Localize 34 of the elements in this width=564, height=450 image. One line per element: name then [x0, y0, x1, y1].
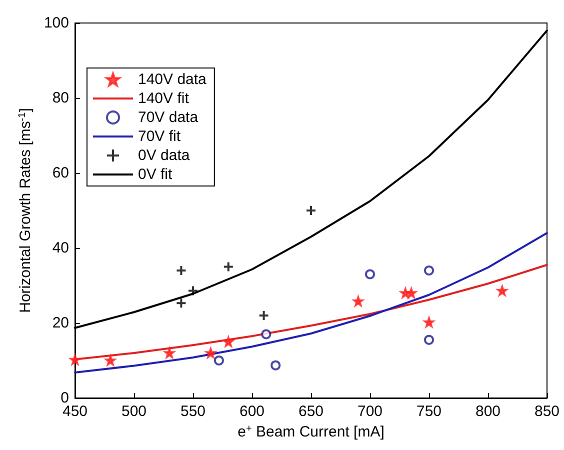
point: [270, 360, 281, 370]
point: [365, 269, 375, 280]
point: [214, 356, 224, 366]
x-axis-title: e+ Beam Current [mA]: [238, 424, 384, 440]
legend-label: 0V fit: [138, 166, 174, 183]
y-tick-label: 100: [44, 14, 69, 32]
x-tick-label: 800: [475, 403, 501, 420]
y-tick-label: 60: [52, 164, 69, 182]
point: [188, 285, 198, 296]
point: [306, 205, 316, 216]
legend-label: 0V data: [138, 147, 190, 164]
legend-label: 140V data: [138, 71, 208, 88]
point: [222, 261, 234, 272]
x-tick-label: 850: [534, 403, 560, 420]
y-tick-label: 20: [52, 314, 69, 332]
legend-label: 70V data: [138, 109, 199, 126]
point: [258, 310, 270, 321]
legend-label: 140V fit: [138, 90, 190, 107]
x-tick-label: 550: [180, 403, 206, 420]
x-tick-label: 650: [298, 403, 324, 420]
x-tick-label: 600: [239, 403, 265, 420]
x-tick-label: 750: [416, 403, 442, 420]
point: [424, 334, 434, 345]
point: [176, 298, 187, 309]
line-series: [74, 232, 548, 374]
y-axis-title: Horizontal Growth Rates [ms-1]: [17, 108, 34, 313]
point: [176, 265, 187, 276]
y-tick-label: 80: [52, 90, 69, 106]
y-tick-label: 40: [52, 240, 69, 256]
point: [424, 266, 434, 276]
x-tick-label: 700: [357, 403, 383, 420]
point: [261, 329, 272, 340]
legend-label: 70V fit: [138, 128, 182, 145]
x-tick-label: 500: [121, 403, 147, 420]
